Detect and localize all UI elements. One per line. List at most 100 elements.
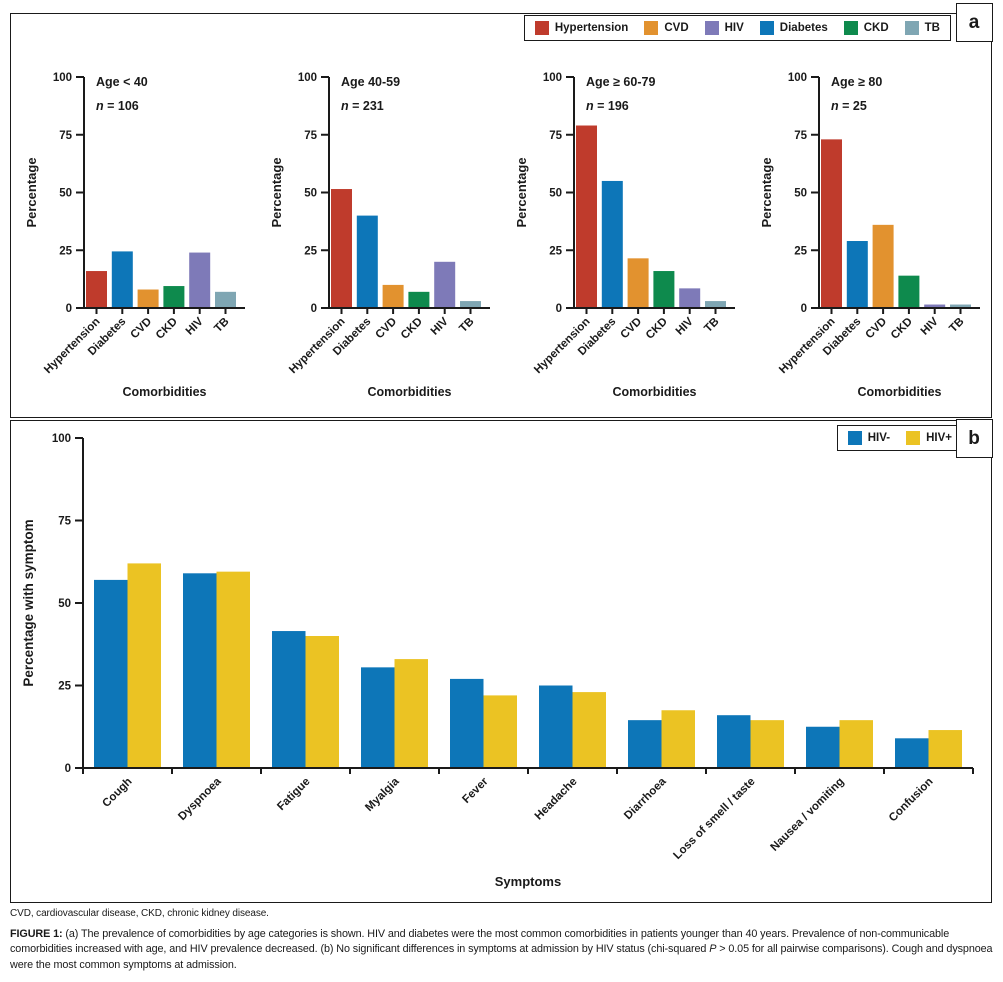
legend-label: HIV+ [926,432,952,444]
y-axis-title: Percentage [759,157,774,227]
bar-hiv--diarrhoea [628,720,662,768]
x-tick-label: Dyspnoea [176,775,224,823]
chart-symptoms-by-hiv-status: 0 25 50 75 100 Percentage with symptom Cough Dy… [11,421,991,904]
chart-title: Age ≥ 60-79 [586,75,655,89]
bar-hiv+-cough [127,563,161,768]
bar-hiv+-fatigue [305,636,339,768]
bar-ckd [163,286,185,308]
x-tick-label: TB [212,316,231,335]
x-tick-label: Confusion [887,776,936,825]
legend-swatch [704,21,719,35]
y-tick-label: 0 [66,303,72,315]
bar-hiv+-headache [572,692,606,768]
y-tick-label: 50 [58,598,71,610]
bar-hypertension [331,189,352,308]
figure-caption: FIGURE 1: (a) The prevalence of comorbid… [10,927,995,973]
y-tick-label: 75 [58,516,71,528]
y-tick-label: 75 [59,130,72,142]
bar-hiv+-myalgia [394,659,428,768]
legend-label: CKD [863,22,889,34]
panel-label-a: a [955,3,993,42]
y-tick-label: 25 [549,245,562,257]
bar-tb [460,301,481,308]
legend-item-tb: TB [904,21,940,35]
x-tick-label: Cough [100,776,134,810]
legend-label: HIV [724,22,744,34]
chart-age-80-plus: 0 25 50 75 100 Percentage Age ≥ 80 n = 25 Hypert… [746,15,991,417]
figure-caption-text-1: (a) The prevalence of comorbidities by a… [10,928,950,956]
symptoms-chart-svg: 0 25 50 75 100 Percentage with symptom Cough Dy… [21,433,974,889]
y-tick-label: 25 [59,245,72,257]
x-tick-label: Myalgia [363,775,402,814]
panel-b-symptoms: 0 25 50 75 100 Percentage with symptom Cough Dy… [10,419,993,904]
bar-cvd [627,258,649,308]
y-tick-label: 50 [794,188,807,200]
y-tick-label: 100 [788,72,807,84]
bar-tb [705,301,726,308]
legend-swatch [847,431,862,445]
bar-diabetes [601,180,623,308]
y-axis-title: Percentage [269,157,284,227]
bar-hiv+-confusion [928,730,962,768]
y-tick-label: 0 [311,303,317,315]
y-tick-label: 75 [304,130,317,142]
bar-cvd [382,284,404,308]
bar-hiv--fatigue [272,631,306,768]
x-tick-label: HIV [674,315,696,337]
x-tick-label: CVD [864,316,890,342]
panel-label-b: b [955,419,993,459]
bar-hiv [189,252,211,308]
legend-item-hypertension: Hypertension [534,21,629,35]
abbreviation-note: CVD, cardiovascular disease, CKD, chroni… [10,908,269,919]
x-tick-label: Nausea / vomiting [769,776,847,854]
bar-hiv [924,304,946,308]
y-axis-title: Percentage [514,157,529,227]
bar-hiv--fever [450,678,484,768]
bar-hypertension [821,139,842,308]
x-axis-title: Comorbidities [367,385,451,399]
figure-caption-label: FIGURE 1: [10,928,63,940]
panel-a-comorbidities: 0 25 50 75 100 Percentage Age < 40 n = 106 Hyper… [10,3,993,418]
x-tick-label: TB [947,316,966,335]
x-axis-title: Comorbidities [612,385,696,399]
legend-label: Hypertension [554,22,629,34]
legend-item-ckd: CKD [843,21,889,35]
x-tick-label: Headache [533,776,580,823]
x-axis-title: Comorbidities [122,385,206,399]
bar-hiv--nausea-vomiting [806,726,840,768]
legend-swatch [759,21,774,35]
legend-item-cvd: CVD [644,21,689,35]
y-tick-label: 0 [556,303,562,315]
y-tick-label: 25 [794,245,807,257]
bar-hiv--myalgia [361,667,395,768]
x-tick-label: Fatigue [275,776,312,813]
y-tick-label: 50 [59,188,72,200]
y-tick-label: 0 [65,763,71,775]
legend-label: HIV- [867,432,891,444]
y-tick-label: 25 [58,681,71,693]
x-axis-title: Symptoms [495,874,561,889]
legend-item-diabetes: Diabetes [759,21,828,35]
bar-diabetes [846,241,868,308]
y-tick-label: 100 [53,72,72,84]
chart-n-label: n = 25 [831,99,867,113]
legend-item-hiv-: HIV- [847,431,891,445]
x-tick-label: HIV [919,315,941,337]
chart-n-label: n = 106 [96,99,139,113]
legend-item-hiv+: HIV+ [906,431,952,445]
bar-hiv [679,288,701,308]
bar-cvd [137,289,159,308]
x-tick-label: CKD [154,316,180,342]
x-axis-title: Comorbidities [857,385,941,399]
figure-caption-p-italic: P [709,943,717,956]
y-tick-label: 100 [543,72,562,84]
x-tick-label: Diarrhoea [622,775,669,822]
x-tick-label: HIV [184,315,206,337]
hiv-status-legend: HIV- HIV+ [836,425,963,451]
x-tick-label: CKD [889,316,915,342]
y-tick-label: 25 [304,245,317,257]
